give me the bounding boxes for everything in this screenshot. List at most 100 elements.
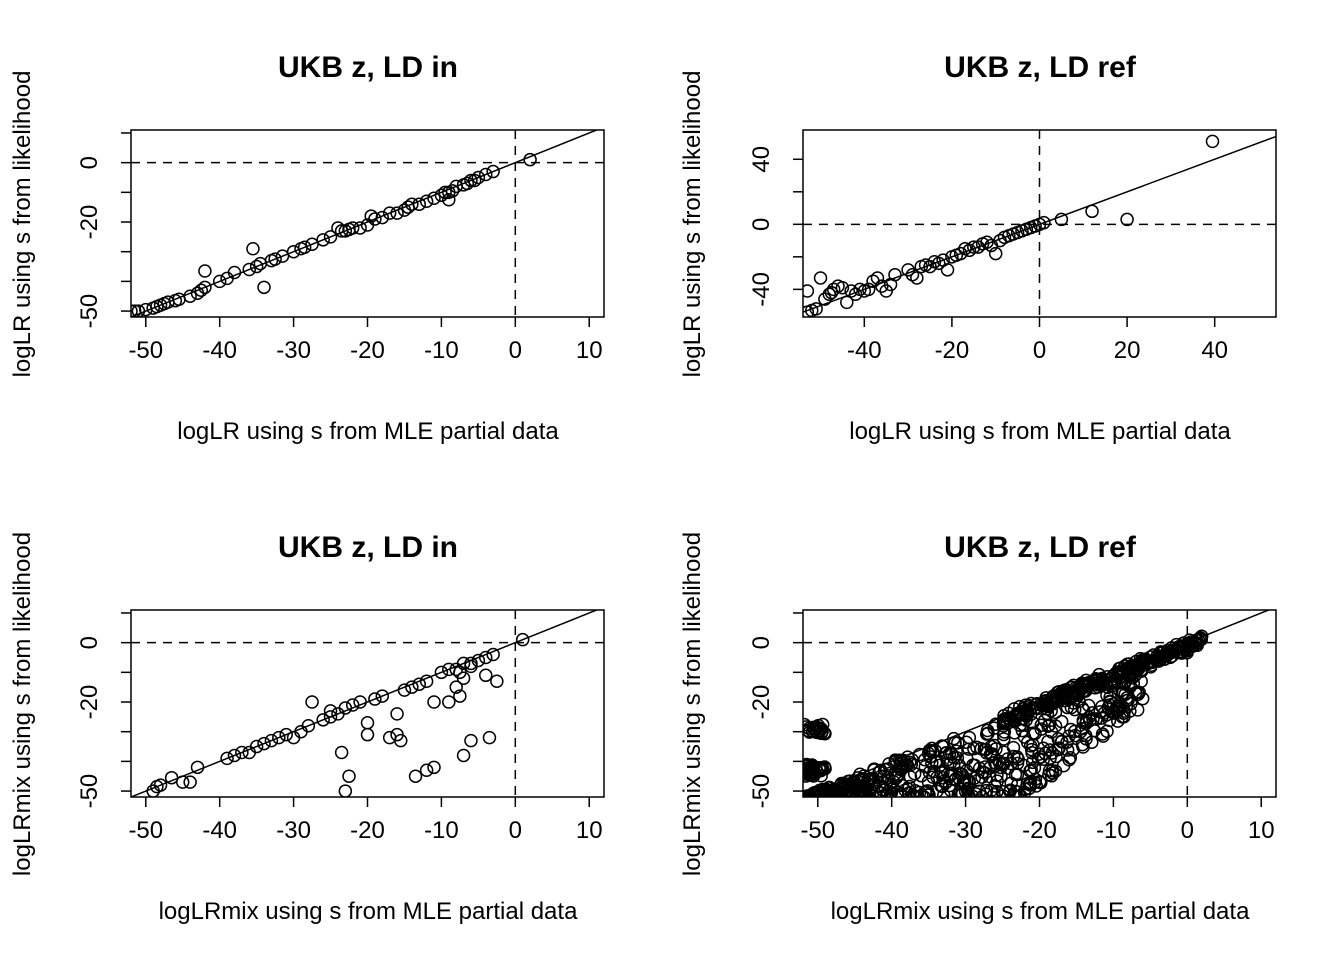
data-point [305,695,319,709]
panel-title: UKB z, LD in [278,531,458,564]
data-point [249,259,264,274]
panel-title: UKB z, LD in [278,51,458,84]
data-point [1072,694,1086,709]
data-point [434,188,449,203]
data-point [870,271,885,285]
data-point [967,741,981,756]
data-point [1010,767,1025,782]
x-tick-label: -20 [935,337,970,364]
y-tick-label: -20 [748,685,775,720]
data-point [434,665,449,680]
data-point [1044,704,1058,718]
data-point [992,754,1006,769]
data-point [1089,712,1104,726]
data-point [1113,701,1127,715]
data-point [405,680,419,694]
data-point [1126,676,1141,690]
data-point [490,674,504,688]
data-point [460,176,475,191]
data-point [939,746,954,760]
data-point [1043,695,1057,710]
data-point [286,244,301,259]
data-point [419,674,434,688]
data-point [967,240,981,254]
data-point [987,738,1002,753]
data-point [979,727,994,741]
data-point [988,246,1003,261]
data-point [153,778,168,792]
x-tick-label: 0 [1033,337,1046,364]
data-point [479,650,493,665]
x-tick-label: -40 [847,337,882,364]
data-point [1024,763,1038,777]
data-point [1172,645,1186,660]
x-tick-label: -30 [276,337,311,364]
data-point [405,197,419,211]
data-point [1106,675,1121,690]
plot-area: -40 -20 0 20 40 -40 0 40 [748,129,1277,364]
data-point [394,733,408,748]
data-point [242,262,256,277]
data-point [875,279,889,293]
data-point [442,193,456,207]
data-point [968,758,982,773]
data-point [958,784,973,797]
data-point [1019,713,1033,727]
data-point [1063,750,1078,765]
plot-contents [131,610,604,797]
data-point [1054,212,1069,227]
data-point [1036,752,1051,766]
data-point [360,716,375,730]
data-point [850,785,864,797]
data-point [412,677,426,691]
x-axis-label: logLRmix using s from MLE partial data [159,898,578,925]
data-point [449,680,463,694]
data-point [953,246,968,261]
x-tick-label: -50 [128,337,163,364]
data-point [1129,662,1144,677]
data-point [861,282,876,297]
y-tick-label: 0 [76,156,103,169]
data-point [382,206,397,220]
data-point [865,771,880,786]
data-point [190,760,205,775]
y-axis-label: logLRmix using s from likelihood [679,532,706,876]
data-point [965,789,980,797]
data-point [164,770,179,785]
y-tick-label: 0 [748,218,775,231]
data-point [810,720,824,735]
plot-contents [803,610,1276,797]
data-point [353,695,367,709]
data-point [925,741,939,756]
data-point [442,695,456,709]
data-point [375,689,390,703]
data-point [997,732,1011,746]
data-point [198,264,212,278]
data-point [1126,666,1140,680]
data-point [323,710,338,724]
data-point [479,167,493,182]
data-point [1102,698,1117,712]
data-point [901,263,915,277]
x-axis-label: logLR using s from MLE partial data [177,418,559,445]
plot-contents [803,130,1276,317]
data-point [1012,788,1026,797]
y-tick-label: 0 [76,636,103,649]
data-point [996,727,1011,742]
data-point [279,727,293,742]
x-tick-label: -40 [202,817,237,844]
data-point [257,280,271,295]
data-point [408,769,423,783]
data-point [515,632,530,647]
x-tick-label: -30 [948,817,983,844]
data-point [803,762,814,777]
data-point [1130,703,1145,717]
data-point [894,789,909,797]
data-point [1056,759,1071,773]
data-point [456,671,471,686]
data-point [803,284,815,298]
data-point [1068,724,1082,739]
data-point [835,784,850,797]
data-point [1034,775,1048,790]
data-point [331,221,345,235]
